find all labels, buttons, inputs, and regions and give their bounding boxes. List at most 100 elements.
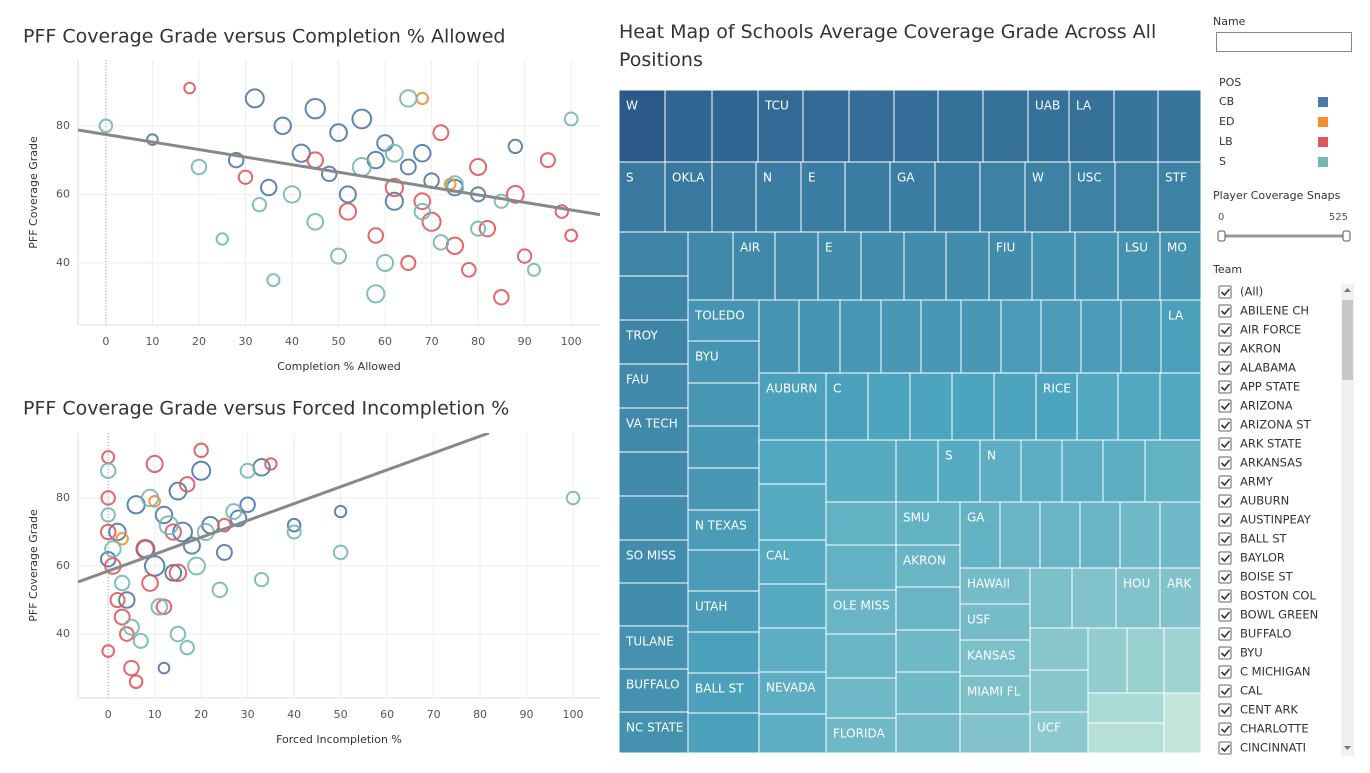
team-label: ABILENE CH	[1240, 304, 1309, 318]
point	[399, 89, 418, 108]
team-option[interactable]: ARMY	[1218, 475, 1274, 489]
checkbox[interactable]	[1218, 342, 1232, 356]
point	[304, 97, 326, 120]
point	[338, 202, 358, 221]
checkbox[interactable]	[1218, 703, 1232, 717]
team-label: CINCINNATI	[1240, 741, 1306, 755]
treemap-cell	[758, 299, 800, 374]
point	[554, 204, 570, 219]
treemap-cell	[867, 372, 911, 441]
point	[493, 288, 510, 306]
checkmark	[1220, 535, 1231, 544]
team-option[interactable]: BOWL GREEN	[1218, 608, 1318, 622]
x-tick-label: 0	[105, 708, 112, 721]
team-option[interactable]: C MICHIGAN	[1218, 665, 1310, 679]
slider-handle[interactable]	[1217, 230, 1226, 242]
treemap-cell	[1074, 231, 1119, 301]
treemap-cell	[982, 89, 1029, 163]
treemap-label: N TEXAS	[695, 519, 747, 533]
team-option[interactable]: ARKANSAS	[1218, 456, 1302, 470]
team-option[interactable]: BYU	[1218, 646, 1263, 660]
team-option[interactable]: ARIZONA ST	[1218, 418, 1312, 432]
checkbox[interactable]	[1218, 399, 1232, 413]
checkbox[interactable]	[1218, 380, 1232, 394]
treemap-cell	[618, 319, 689, 365]
point	[148, 495, 162, 508]
treemap-cell	[999, 501, 1041, 569]
treemap-cell	[687, 467, 760, 511]
team-option[interactable]: ARK STATE	[1218, 437, 1302, 451]
treemap-label: GA	[897, 171, 915, 185]
team-label: CHARLOTTE	[1240, 722, 1309, 736]
checkbox[interactable]	[1218, 665, 1232, 679]
team-option[interactable]: BOISE ST	[1218, 570, 1294, 584]
checkbox[interactable]	[1218, 741, 1232, 755]
checkbox[interactable]	[1218, 589, 1232, 603]
checkbox[interactable]	[1218, 456, 1232, 470]
checkbox[interactable]	[1218, 608, 1232, 622]
treemap-cell	[687, 631, 760, 674]
scrollbar-thumb[interactable]	[1342, 300, 1353, 380]
point	[157, 661, 171, 675]
treemap-label: AKRON	[903, 554, 946, 568]
checkmark	[1220, 516, 1231, 525]
checkbox[interactable]	[1218, 494, 1232, 508]
checkbox[interactable]	[1218, 361, 1232, 375]
team-option[interactable]: ABILENE CH	[1218, 304, 1309, 318]
scroll-up[interactable]	[1344, 288, 1351, 292]
treemap-cell	[895, 713, 961, 754]
treemap-label: AUBURN	[766, 382, 817, 396]
name-input[interactable]	[1216, 32, 1352, 52]
team-option[interactable]: AUSTINPEAY	[1218, 513, 1312, 527]
team-option[interactable]: AUBURN	[1218, 494, 1289, 508]
team-option[interactable]: CHARLOTTE	[1218, 722, 1309, 736]
team-option[interactable]: BAYLOR	[1218, 551, 1285, 565]
checkbox[interactable]	[1218, 437, 1232, 451]
checkbox[interactable]	[1218, 323, 1232, 337]
checkbox[interactable]	[1218, 475, 1232, 489]
team-option[interactable]: BALL ST	[1218, 532, 1288, 546]
team-option[interactable]: CINCINNATI	[1218, 741, 1306, 755]
checkbox[interactable]	[1218, 722, 1232, 736]
team-option[interactable]: BOSTON COL	[1218, 589, 1316, 603]
checkbox[interactable]	[1218, 646, 1232, 660]
x-axis-label: Completion % Allowed	[277, 360, 401, 373]
slider-handle[interactable]	[1342, 230, 1351, 242]
checkbox[interactable]	[1218, 304, 1232, 318]
team-option[interactable]: AIR FORCE	[1218, 323, 1301, 337]
checkbox[interactable]	[1218, 418, 1232, 432]
team-option[interactable]: BUFFALO	[1218, 627, 1291, 641]
treemap-label: S	[626, 171, 634, 185]
point	[400, 254, 417, 271]
point	[123, 659, 140, 677]
point	[384, 177, 404, 198]
team-option[interactable]: (All)	[1218, 285, 1263, 299]
checkbox[interactable]	[1218, 684, 1232, 698]
point	[329, 123, 348, 143]
checkbox[interactable]	[1218, 570, 1232, 584]
checkbox[interactable]	[1218, 532, 1232, 546]
point	[565, 490, 581, 506]
scroll-down[interactable]	[1344, 746, 1351, 750]
checkbox[interactable]	[1218, 513, 1232, 527]
team-option[interactable]: ARIZONA	[1218, 399, 1293, 413]
checkbox[interactable]	[1218, 627, 1232, 641]
x-tick-label: 50	[332, 335, 346, 348]
treemap-label: BALL ST	[695, 682, 744, 696]
treemap-label: SO MISS	[626, 549, 676, 563]
team-option[interactable]: AKRON	[1218, 342, 1281, 356]
treemap-label: MO	[1167, 241, 1187, 255]
checkbox[interactable]	[1218, 551, 1232, 565]
treemap-cell	[825, 372, 869, 441]
treemap-cell	[1159, 231, 1202, 301]
point	[123, 618, 140, 636]
team-option[interactable]: ALABAMA	[1218, 361, 1296, 375]
team-option[interactable]: CENT ARK	[1218, 703, 1298, 717]
treemap-cell	[1120, 299, 1162, 374]
team-option[interactable]: CAL	[1218, 684, 1263, 698]
team-option[interactable]: APP STATE	[1218, 380, 1300, 394]
treemap-label: RICE	[1043, 382, 1071, 396]
checkbox[interactable]	[1218, 285, 1232, 299]
treemap-cell	[687, 712, 760, 754]
x-tick-label: 100	[563, 708, 584, 721]
